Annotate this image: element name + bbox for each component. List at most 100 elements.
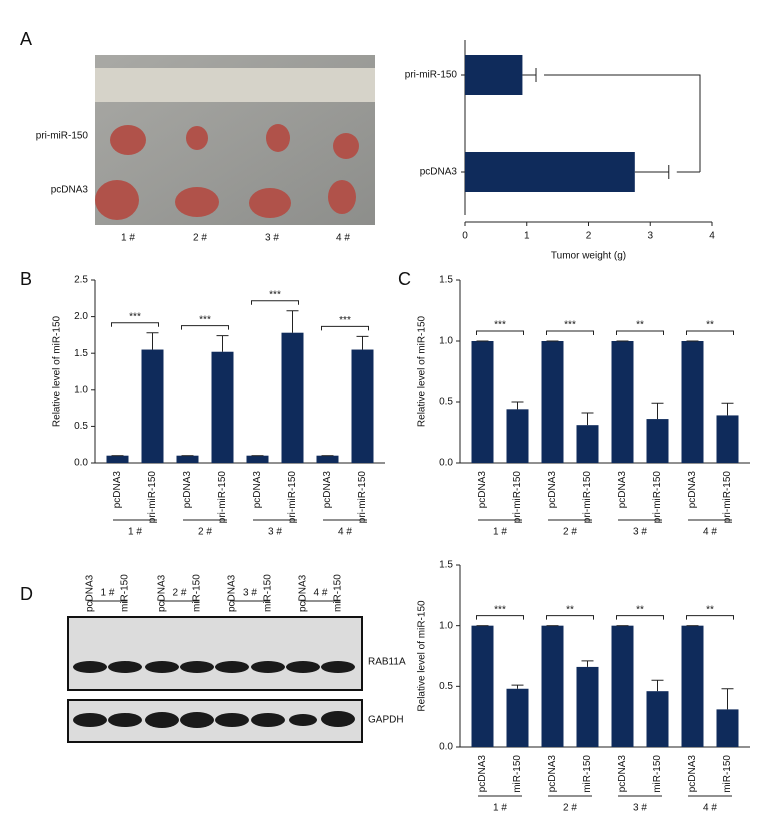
significance-bracket xyxy=(111,322,159,327)
bar xyxy=(281,332,304,463)
group-label: 3 # xyxy=(243,588,257,599)
blot-labels: pcDNA3 miR-150 pcDNA3 miR-150 pcDNA3 miR-150 p… xyxy=(85,574,344,612)
ruler xyxy=(95,68,375,102)
x-tick-label: pri-miR-150 xyxy=(217,471,228,524)
sample-label: 4 # xyxy=(336,233,350,244)
band-label: RAB11A xyxy=(368,657,406,668)
blot-bands xyxy=(73,661,355,728)
lane-label: pcDNA3 xyxy=(85,574,96,612)
significance-bracket xyxy=(321,325,369,331)
y-tick-label: 0.0 xyxy=(439,458,453,469)
significance-bracket xyxy=(546,330,594,335)
error-bar xyxy=(146,332,159,350)
bar xyxy=(351,349,374,463)
y-axis-title: Relative level of miR-150 xyxy=(52,315,63,427)
group-label: 4 # xyxy=(314,588,328,599)
group-label: 2 # xyxy=(563,527,577,538)
x-tick-label: pcDNA3 xyxy=(617,755,628,793)
y-tick-label: 1.5 xyxy=(74,348,88,359)
bar xyxy=(471,625,494,747)
bar xyxy=(716,415,739,463)
y-tick-label: 0.5 xyxy=(439,681,453,692)
bar xyxy=(316,455,339,463)
x-tick-label: pcDNA3 xyxy=(477,755,488,793)
significance-bracket xyxy=(251,300,299,305)
lane-label: miR-150 xyxy=(263,574,274,612)
x-tick-label: 2 xyxy=(586,231,592,242)
tumors xyxy=(95,124,359,220)
error-bar xyxy=(581,412,594,426)
y-tick-label: 1.0 xyxy=(439,336,453,347)
x-tick-label: 4 xyxy=(709,231,715,242)
group-label: 1 # xyxy=(493,803,507,814)
sample-label: 3 # xyxy=(265,233,279,244)
group-label: 3 # xyxy=(268,527,282,538)
lane-label: pcDNA3 xyxy=(227,574,238,612)
y-tick-label: 2.0 xyxy=(74,311,88,322)
bar xyxy=(541,341,564,463)
bar xyxy=(176,455,199,463)
blot-box xyxy=(67,616,363,691)
significance-label: *** xyxy=(199,314,211,325)
row-label: pri-miR-150 xyxy=(36,131,89,142)
bar xyxy=(576,666,599,747)
y-tick-label: 0.5 xyxy=(439,397,453,408)
group-label: 4 # xyxy=(338,527,352,538)
significance-label: ** xyxy=(706,604,714,615)
x-tick-label: 1 xyxy=(524,231,530,242)
bar xyxy=(576,425,599,463)
bar xyxy=(681,341,704,463)
y-tick-label: 2.5 xyxy=(74,275,88,286)
bar xyxy=(106,455,129,463)
panel-letter: B xyxy=(20,269,32,289)
significance-label: *** xyxy=(564,320,576,331)
significance-bracket xyxy=(181,325,229,330)
error-bar xyxy=(634,165,670,179)
x-axis-title: Tumor weight (g) xyxy=(551,251,626,262)
bar xyxy=(246,455,269,463)
significance-bracket xyxy=(476,330,524,335)
x-tick-label: pri-miR-150 xyxy=(357,471,368,524)
group-label: 2 # xyxy=(198,527,212,538)
error-bar xyxy=(511,684,524,689)
group-label: 3 # xyxy=(633,527,647,538)
x-tick-label: pcDNA3 xyxy=(547,471,558,509)
x-tick-label: pcDNA3 xyxy=(687,755,698,793)
error-bar xyxy=(721,688,734,710)
group-label: 2 # xyxy=(173,588,187,599)
significance-bracket xyxy=(616,615,664,620)
group-label: 2 # xyxy=(563,803,577,814)
x-tick-label: 0 xyxy=(462,231,468,242)
error-bar xyxy=(286,310,299,333)
x-tick-label: pri-miR-150 xyxy=(652,471,663,524)
y-tick-label: pri-miR-150 xyxy=(405,70,458,81)
bar xyxy=(141,349,164,463)
bar xyxy=(611,341,634,463)
bar xyxy=(681,625,704,747)
y-tick-label: 1.5 xyxy=(439,560,453,571)
error-bar xyxy=(581,660,594,667)
y-tick-label: 1.0 xyxy=(74,384,88,395)
error-bar xyxy=(356,335,369,350)
x-tick-label: miR-150 xyxy=(722,755,733,793)
bar xyxy=(611,625,634,747)
x-tick-label: miR-150 xyxy=(652,755,663,793)
bar xyxy=(646,691,669,747)
bar xyxy=(506,688,529,747)
x-tick-label: pcDNA3 xyxy=(112,471,123,509)
significance-label: ** xyxy=(636,320,644,331)
x-tick-label: pcDNA3 xyxy=(182,471,193,509)
bar xyxy=(211,351,234,463)
error-bar xyxy=(511,401,524,410)
y-axis-title: Relative level of miR-150 xyxy=(417,600,428,712)
x-tick-label: pcDNA3 xyxy=(322,471,333,509)
y-tick-label: 0.5 xyxy=(74,421,88,432)
lane-label: miR-150 xyxy=(333,574,344,612)
error-bar xyxy=(522,68,537,82)
group-label: 1 # xyxy=(493,527,507,538)
error-bar xyxy=(721,402,734,416)
significance-bracket xyxy=(686,330,734,335)
x-tick-label: miR-150 xyxy=(512,755,523,793)
